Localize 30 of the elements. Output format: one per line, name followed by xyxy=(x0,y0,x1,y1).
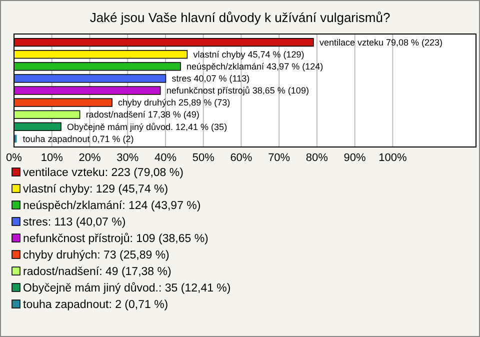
legend-label: nefunkčnost přístrojů: 109 (38,65 %) xyxy=(23,232,209,245)
data-label: nefunkčnost přístrojů 38,65 % (109) xyxy=(166,86,309,96)
legend-label: neúspěch/zklamání: 124 (43,97 %) xyxy=(23,200,201,212)
x-tick-label: 10% xyxy=(40,152,64,164)
x-tick-label: 20% xyxy=(78,152,101,164)
x-tick-label: 100% xyxy=(378,152,407,164)
legend-label: ventilace vzteku: 223 (79,08 %) xyxy=(23,167,184,179)
x-tick-label: 90% xyxy=(344,152,366,164)
x-tick-label: 80% xyxy=(306,152,328,164)
chart-title: Jaké jsou Vaše hlavní důvody k užívání vulgarismů? xyxy=(90,10,390,25)
x-tick-label: 0% xyxy=(6,152,22,164)
legend-label: chyby druhých: 73 (25,89 %) xyxy=(23,250,170,262)
legend-label: touha zapadnout: 2 (0,71 %) xyxy=(23,299,168,311)
legend-label: stres: 113 (40,07 %) xyxy=(23,216,126,228)
data-label: ventilace vzteku 79,08 % (223) xyxy=(319,37,443,48)
data-label: neúspěch/zklamání 43,97 % (124) xyxy=(186,62,324,72)
x-tick-label: 60% xyxy=(230,152,252,164)
legend-label: vlastní chyby: 129 (45,74 %) xyxy=(23,184,168,196)
data-label: chyby druhých 25,89 % (73) xyxy=(118,98,230,108)
legend-label: radost/nadšení: 49 (17,38 %) xyxy=(23,266,172,278)
legend-label: Obyčejně mám jiný důvod.: 35 (12,41 %) xyxy=(23,282,231,294)
x-tick-label: 70% xyxy=(268,152,290,164)
x-tick-label: 30% xyxy=(116,152,139,164)
x-tick-label: 50% xyxy=(192,152,215,164)
data-label: vlastní chyby 45,74 % (129) xyxy=(193,50,304,60)
data-label: touha zapadnout 0,71 % (2) xyxy=(22,134,134,144)
data-label: radost/nadšení 17,38 % (49) xyxy=(86,110,200,120)
x-tick-label: 40% xyxy=(154,152,177,164)
data-label: Obyčejně mám jiný důvod. 12,41 % (35) xyxy=(66,122,228,132)
data-label: stres 40,07 % (113) xyxy=(172,74,250,84)
